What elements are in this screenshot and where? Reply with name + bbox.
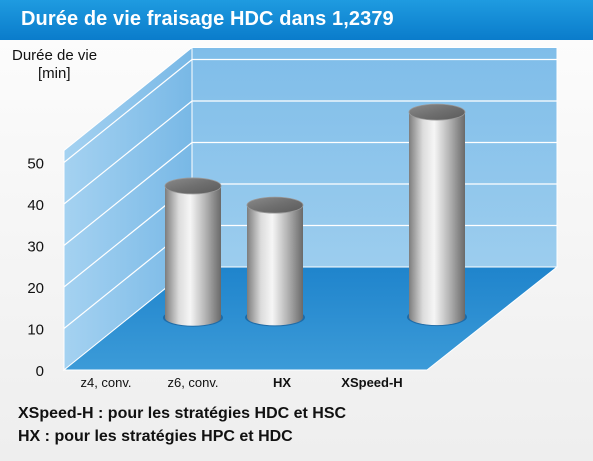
x-tick-label: z4, conv. <box>80 375 131 390</box>
note-hx: HX : pour les stratégies HPC et HDC <box>18 428 293 445</box>
chart-title: Durée de vie fraisage HDC dans 1,2379 <box>21 8 394 30</box>
plot-walls <box>62 46 559 372</box>
x-tick-label: XSpeed-H <box>341 375 402 390</box>
cylinder-top <box>246 196 304 214</box>
y-tick-labels: 0 10 20 30 40 50 <box>27 156 44 381</box>
y-tick-label: 0 <box>36 363 44 380</box>
y-tick-label: 50 <box>27 156 44 173</box>
y-tick-label: 30 <box>27 239 44 256</box>
cylinder-bar <box>245 196 305 327</box>
cylinder-bar <box>407 103 467 327</box>
cylinder-body <box>409 112 465 326</box>
x-tick-labels: z4, conv. z6, conv. HX XSpeed-H <box>80 375 402 390</box>
x-tick-label: HX <box>273 375 291 390</box>
title-bar: Durée de vie fraisage HDC dans 1,2379 <box>0 0 593 40</box>
y-tick-label: 40 <box>27 197 44 214</box>
y-tick-label: 10 <box>27 322 44 339</box>
y-axis-label-line-1: Durée de vie <box>12 47 98 64</box>
back-wall <box>191 47 558 268</box>
gridline <box>63 58 557 163</box>
cylinder-top <box>408 103 466 121</box>
y-axis-label-line-2: [min] <box>38 65 71 82</box>
x-tick-label: z6, conv. <box>167 375 218 390</box>
cylinder-top <box>164 177 222 195</box>
cylinder-body <box>247 205 303 326</box>
gridline <box>63 100 557 205</box>
bars <box>163 103 467 327</box>
y-tick-label: 20 <box>27 280 44 297</box>
note-xspeed: XSpeed-H : pour les stratégies HDC et HS… <box>18 405 347 422</box>
cylinder-bar <box>163 177 223 327</box>
cylinder-body <box>165 185 221 326</box>
